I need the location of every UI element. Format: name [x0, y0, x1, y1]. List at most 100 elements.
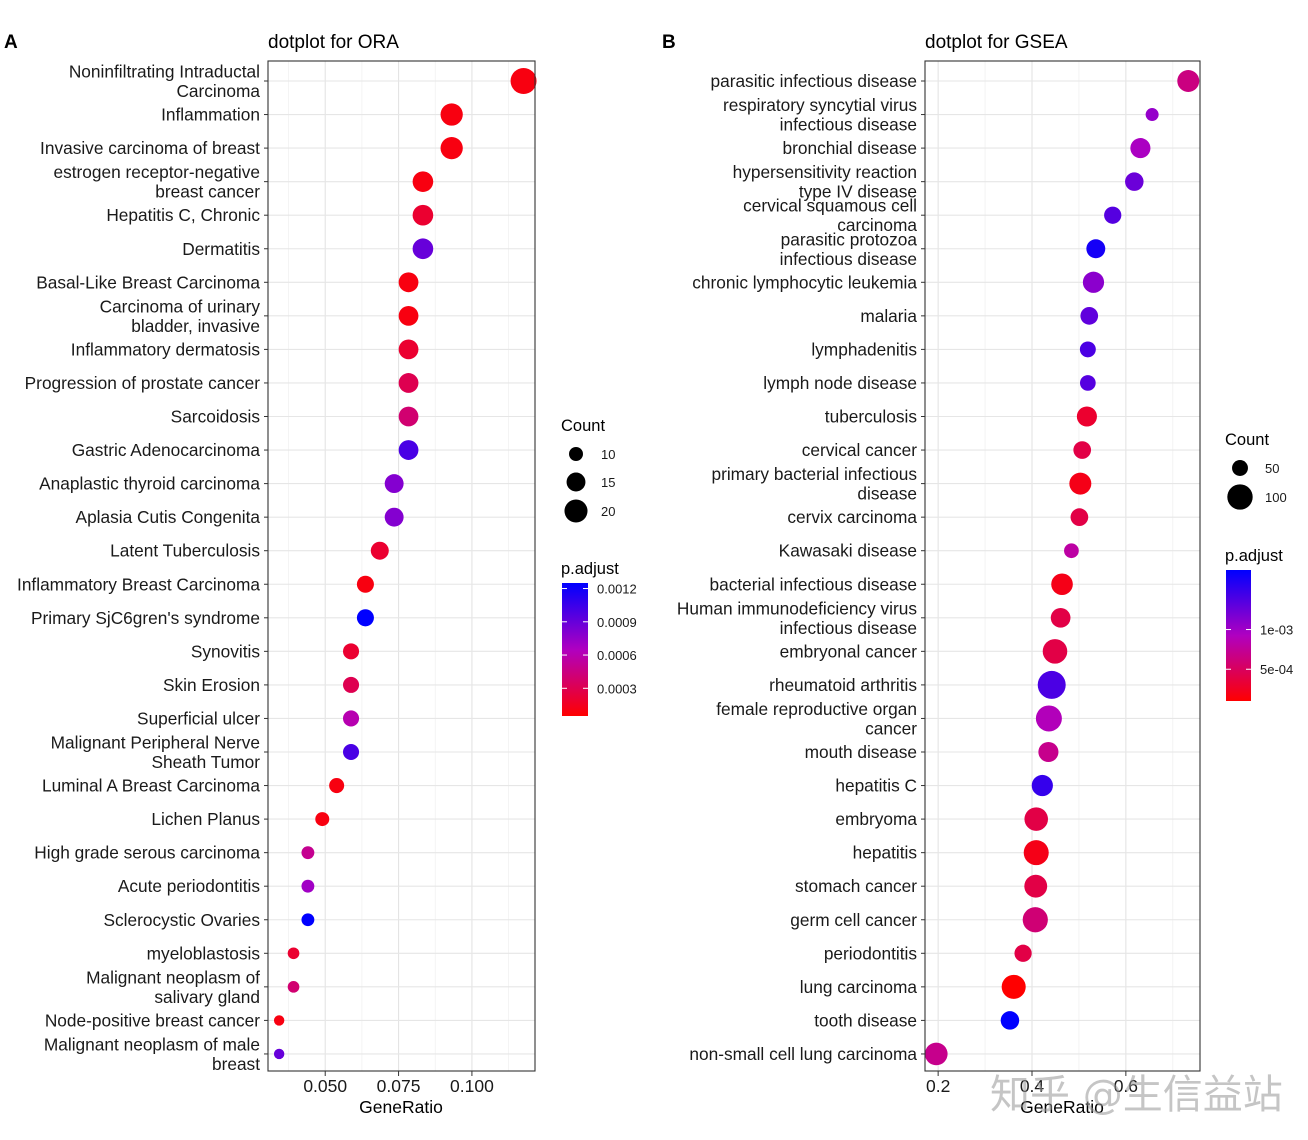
y-tick-label: Inflammation: [161, 105, 260, 125]
count-legend-key: [564, 499, 588, 523]
y-tick-label: bronchial disease: [783, 138, 918, 158]
y-tick-label: Synovitis: [191, 641, 261, 661]
plot-border: [924, 60, 1201, 1072]
y-tick-label: female reproductive organ cancer: [716, 699, 917, 739]
plot-background: [268, 61, 535, 1071]
count-legend-key: [1227, 484, 1253, 510]
data-point: [343, 743, 360, 761]
data-point: [356, 609, 374, 627]
data-point: [1037, 670, 1066, 699]
data-point: [1051, 573, 1073, 596]
y-tick-label: parasitic infectious disease: [710, 71, 917, 91]
colorbar-label: 0.0009: [597, 615, 637, 630]
y-tick-label: myeloblastosis: [147, 943, 261, 963]
y-tick-label: hypersensitivity reaction type IV disease: [733, 162, 917, 202]
data-point: [1125, 172, 1144, 191]
data-point: [440, 136, 463, 160]
y-tick-label: lung carcinoma: [800, 977, 918, 997]
y-tick-label: parasitic protozoa infectious disease: [780, 229, 918, 269]
data-point: [1073, 441, 1092, 459]
data-point: [1023, 840, 1049, 866]
points: [273, 68, 537, 1060]
data-point: [1022, 907, 1048, 933]
data-point: [398, 305, 419, 326]
data-point: [343, 710, 360, 727]
count-legend-label: 50: [1265, 461, 1279, 476]
count-legend-label: 10: [601, 447, 615, 462]
padjust-colorbar: [1226, 570, 1251, 701]
data-point: [398, 406, 419, 427]
y-tick-label: Aplasia Cutis Congenita: [76, 507, 261, 527]
count-legend-label: 100: [1265, 490, 1287, 505]
count-legend-key: [1232, 460, 1248, 476]
y-tick-label: Node-positive breast cancer: [45, 1010, 260, 1030]
data-point: [398, 440, 419, 460]
data-point: [370, 541, 389, 560]
padjust-legend: p.adjust 1e-03 5e-04: [1225, 547, 1293, 701]
y-tick-label: mouth disease: [805, 742, 917, 762]
y-tick-label: Noninfiltrating Intraductal Carcinoma: [69, 62, 261, 102]
data-point: [1024, 874, 1048, 898]
count-legend-label: 15: [601, 475, 615, 490]
padjust-legend-title: p.adjust: [561, 560, 619, 578]
count-legend: Count 50 100: [1225, 431, 1287, 510]
data-point: [412, 171, 434, 192]
data-point: [273, 1015, 285, 1026]
data-point: [510, 68, 537, 94]
data-point: [1001, 974, 1026, 999]
x-axis: 0.050 0.075 0.100 GeneRatio: [303, 1071, 494, 1117]
data-point: [1104, 206, 1122, 224]
y-tick-label: Invasive carcinoma of breast: [40, 138, 260, 158]
y-tick-label: Gastric Adenocarcinoma: [72, 440, 261, 460]
y-tick-label: Human immunodeficiency virus infectious d…: [677, 598, 917, 638]
y-tick-label: Carcinoma of urinary bladder, invasive: [100, 296, 261, 336]
data-point: [287, 947, 300, 960]
data-point: [924, 1042, 948, 1066]
plot-border: [267, 60, 536, 1072]
data-point: [440, 103, 463, 126]
y-tick-label: cervical squamous cell carcinoma: [743, 196, 917, 236]
data-point: [1064, 543, 1079, 559]
data-point: [329, 778, 345, 794]
data-point: [1038, 741, 1059, 763]
x-axis-title: GeneRatio: [1020, 1097, 1104, 1117]
y-tick-label: embryoma: [835, 809, 917, 829]
y-tick-labels: Noninfiltrating Intraductal Carcinoma Infl…: [17, 62, 268, 1074]
colorbar-label: 0.0003: [597, 681, 637, 696]
data-point: [1177, 70, 1200, 92]
padjust-legend-title: p.adjust: [1225, 547, 1283, 565]
count-legend: Count 10 15 20: [561, 417, 615, 523]
data-point: [1050, 607, 1071, 628]
y-tick-label: chronic lymphocytic leukemia: [692, 272, 917, 292]
data-point: [1070, 508, 1089, 526]
padjust-legend: p.adjust 0.0012 0.0009 0.0006 0.0003: [561, 560, 637, 716]
y-tick-label: primary bacterial infectious disease: [711, 464, 917, 504]
data-point: [1076, 406, 1097, 427]
y-tick-label: Progression of prostate cancer: [25, 373, 261, 393]
y-tick-label: Basal-Like Breast Carcinoma: [36, 272, 260, 292]
y-tick-label: Skin Erosion: [163, 675, 260, 695]
data-point: [343, 676, 360, 693]
y-tick-label: rheumatoid arthritis: [769, 675, 917, 695]
colorbar-label: 0.0012: [597, 582, 637, 597]
data-point: [398, 339, 419, 360]
data-point: [398, 373, 419, 393]
data-point: [287, 981, 300, 993]
data-point: [301, 879, 315, 893]
data-point: [301, 846, 315, 860]
y-tick-label: hepatitis: [853, 843, 918, 863]
x-tick-label: 0.100: [450, 1076, 494, 1096]
y-tick-label: Sarcoidosis: [171, 407, 261, 427]
data-point: [1130, 138, 1151, 159]
y-tick-labels: parasitic infectious disease respiratory …: [677, 71, 925, 1064]
y-tick-label: Superficial ulcer: [137, 708, 260, 728]
y-tick-label: tuberculosis: [825, 407, 918, 427]
chart-title: dotplot for ORA: [268, 32, 399, 53]
y-tick-label: bacterial infectious disease: [710, 574, 918, 594]
data-point: [1080, 307, 1099, 325]
y-tick-label: Lichen Planus: [151, 809, 260, 829]
data-point: [1042, 639, 1068, 664]
y-tick-label: cervix carcinoma: [787, 507, 917, 527]
